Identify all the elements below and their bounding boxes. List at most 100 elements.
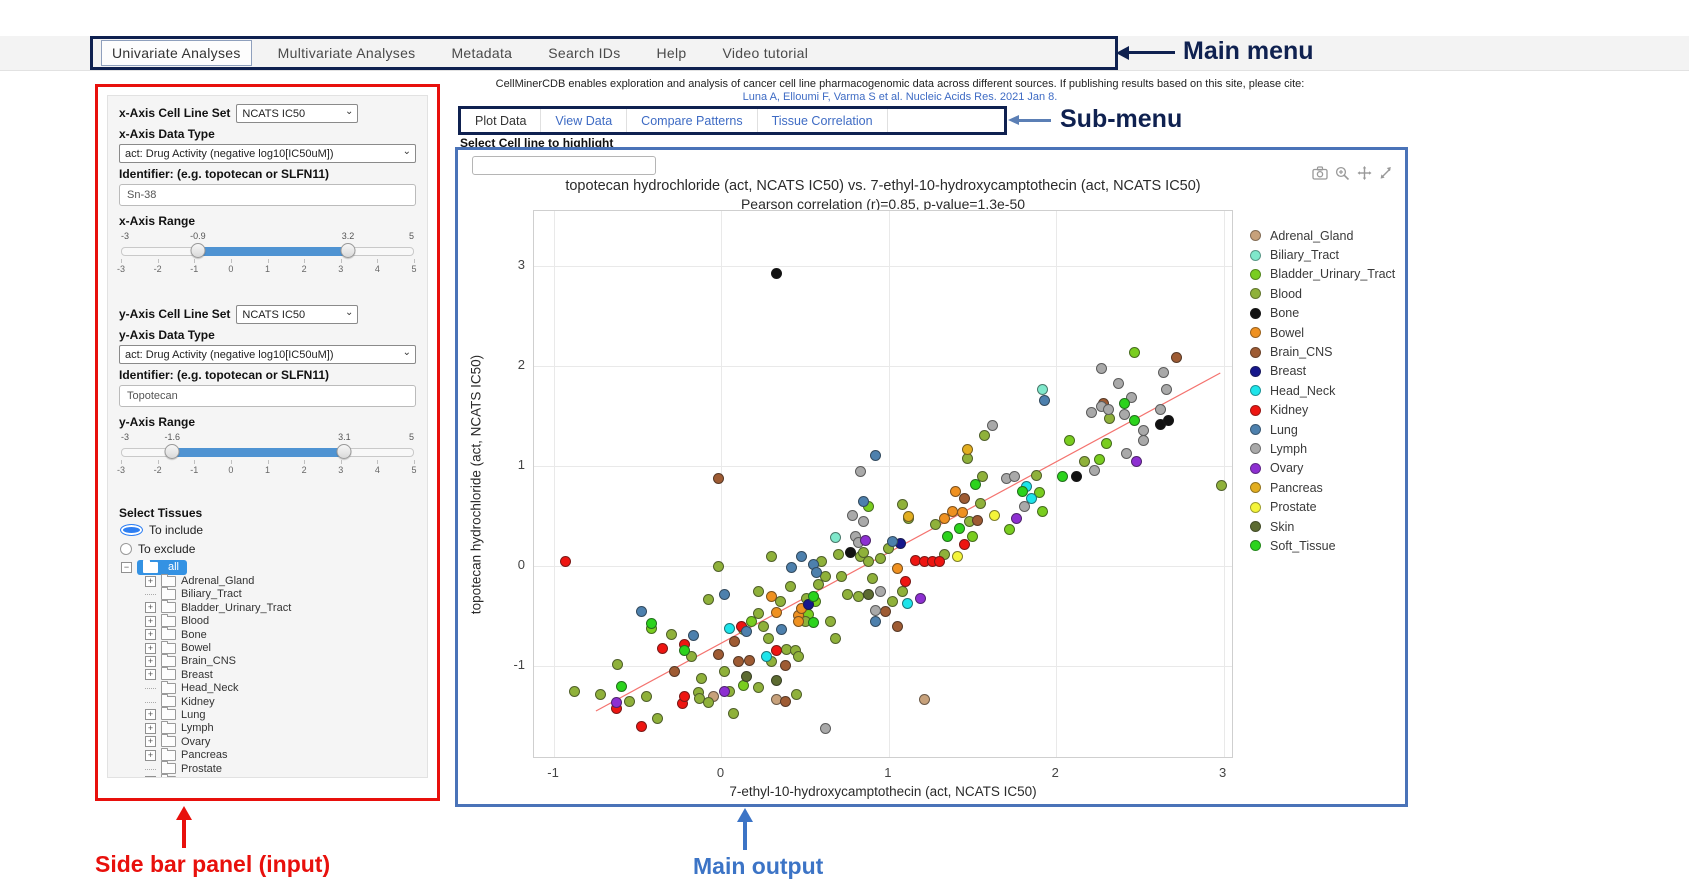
menu-item-video-tutorial[interactable]: Video tutorial bbox=[722, 45, 809, 61]
x-range-slider[interactable]: -3 5 -0.9 3.2 -3 -2 -1 0 1 2 3 4 5 bbox=[117, 231, 417, 277]
expand-icon[interactable]: + bbox=[145, 749, 156, 761]
expand-icon[interactable]: + bbox=[145, 642, 156, 654]
menu-item-metadata[interactable]: Metadata bbox=[451, 45, 513, 61]
menu-item-univariate-analyses[interactable]: Univariate Analyses bbox=[101, 40, 252, 66]
scatter-point-lung bbox=[635, 605, 647, 617]
legend-item-skin[interactable]: Skin bbox=[1250, 517, 1395, 536]
x-slider-fill[interactable] bbox=[197, 247, 349, 256]
collapse-icon[interactable]: − bbox=[121, 562, 132, 574]
legend-marker-icon bbox=[1250, 385, 1261, 397]
legend-marker-icon bbox=[1250, 443, 1261, 455]
tree-item-prostate[interactable]: Prostate bbox=[121, 761, 416, 775]
x-slider-handle-low[interactable] bbox=[190, 243, 206, 258]
legend-item-lymph[interactable]: Lymph bbox=[1250, 439, 1395, 458]
tree-item-all[interactable]: − all bbox=[121, 559, 416, 576]
legend-item-pancreas[interactable]: Pancreas bbox=[1250, 478, 1395, 497]
tree-item-bone[interactable]: + Bone bbox=[121, 627, 416, 641]
menu-item-search-ids[interactable]: Search IDs bbox=[548, 45, 621, 61]
tree-item-all-pill[interactable]: all bbox=[137, 559, 188, 576]
tree-item-head-neck[interactable]: Head_Neck bbox=[121, 680, 416, 695]
expand-icon[interactable]: + bbox=[145, 655, 156, 667]
legend-item-kidney[interactable]: Kidney bbox=[1250, 401, 1395, 420]
x-cell-line-set-select[interactable]: NCATS IC50 ⌄ bbox=[236, 104, 359, 123]
x-range-high-value: 3.2 bbox=[341, 231, 355, 241]
tree-item-ovary[interactable]: + Ovary bbox=[121, 734, 416, 748]
expand-icon[interactable]: + bbox=[145, 615, 156, 627]
scatter-plot[interactable] bbox=[533, 210, 1233, 758]
tree-item-adrenal-gland[interactable]: + Adrenal_Gland bbox=[121, 573, 416, 587]
menu-item-help[interactable]: Help bbox=[656, 45, 687, 61]
tree-item-label: Breast bbox=[181, 668, 213, 681]
legend-item-adrenal-gland[interactable]: Adrenal_Gland bbox=[1250, 226, 1395, 245]
legend-item-breast[interactable]: Breast bbox=[1250, 362, 1395, 381]
scatter-point-lymph bbox=[869, 604, 881, 616]
legend-item-biliary-tract[interactable]: Biliary_Tract bbox=[1250, 245, 1395, 264]
tree-item-biliary-tract[interactable]: Biliary_Tract bbox=[121, 586, 416, 601]
tab-compare-patterns[interactable]: Compare Patterns bbox=[627, 109, 758, 132]
tree-item-blood[interactable]: + Blood bbox=[121, 613, 416, 628]
tab-view-data[interactable]: View Data bbox=[541, 109, 628, 132]
folder-icon bbox=[161, 694, 176, 708]
pan-icon[interactable] bbox=[1357, 166, 1372, 180]
y-tick-label: -1 bbox=[513, 657, 525, 672]
tree-item-lymph[interactable]: + Lymph bbox=[121, 720, 416, 735]
tree-item-breast[interactable]: + Breast bbox=[121, 667, 416, 681]
legend-item-head-neck[interactable]: Head_Neck bbox=[1250, 381, 1395, 400]
scatter-point-blood bbox=[652, 712, 664, 724]
tree-item-kidney[interactable]: Kidney bbox=[121, 694, 416, 708]
menu-item-multivariate-analyses[interactable]: Multivariate Analyses bbox=[277, 45, 416, 61]
x-slider-handle-high[interactable] bbox=[340, 243, 356, 258]
y-slider-fill[interactable] bbox=[172, 448, 345, 457]
scatter-point-blood bbox=[640, 690, 652, 702]
legend-item-bone[interactable]: Bone bbox=[1250, 304, 1395, 323]
tissues-exclude-radio[interactable]: To exclude bbox=[120, 542, 416, 556]
x-data-type-select[interactable]: act: Drug Activity (negative log10[IC50u… bbox=[119, 144, 416, 163]
tree-item-lung[interactable]: + Lung bbox=[121, 707, 416, 721]
tab-tissue-correlation[interactable]: Tissue Correlation bbox=[758, 109, 888, 132]
expand-icon[interactable]: + bbox=[145, 722, 156, 734]
y-tick-label: 2 bbox=[517, 357, 525, 372]
expand-icon[interactable]: + bbox=[145, 709, 156, 721]
legend-item-bladder-urinary-tract[interactable]: Bladder_Urinary_Tract bbox=[1250, 265, 1395, 284]
expand-icon[interactable]: + bbox=[145, 669, 156, 681]
expand-icon[interactable]: + bbox=[145, 736, 156, 748]
expand-icon[interactable]: + bbox=[145, 776, 156, 777]
legend-item-soft-tissue[interactable]: Soft_Tissue bbox=[1250, 536, 1395, 555]
tab-plot-data[interactable]: Plot Data bbox=[461, 109, 542, 132]
expand-icon[interactable]: + bbox=[145, 602, 156, 614]
slider-tick bbox=[414, 259, 415, 263]
legend-item-brain-cns[interactable]: Brain_CNS bbox=[1250, 342, 1395, 361]
tree-item-pancreas[interactable]: + Pancreas bbox=[121, 747, 416, 761]
tree-item-skin[interactable]: + Skin bbox=[121, 774, 416, 777]
cell-line-highlight-input[interactable] bbox=[472, 156, 656, 175]
y-cell-line-set-select[interactable]: NCATS IC50 ⌄ bbox=[236, 305, 359, 324]
y-slider-handle-low[interactable] bbox=[164, 444, 180, 459]
scatter-point-pancreas bbox=[962, 443, 974, 455]
tree-item-bowel[interactable]: + Bowel bbox=[121, 640, 416, 654]
tree-item-brain-cns[interactable]: + Brain_CNS bbox=[121, 653, 416, 668]
scatter-point-skin bbox=[863, 588, 875, 600]
expand-icon[interactable]: + bbox=[145, 629, 156, 641]
legend-item-prostate[interactable]: Prostate bbox=[1250, 497, 1395, 516]
y-data-type-value: act: Drug Activity (negative log10[IC50u… bbox=[125, 348, 334, 361]
zoom-icon[interactable] bbox=[1335, 166, 1350, 180]
y-data-type-select[interactable]: act: Drug Activity (negative log10[IC50u… bbox=[119, 345, 416, 364]
x-identifier-input[interactable]: Sn-38 bbox=[119, 184, 416, 206]
y-slider-handle-high[interactable] bbox=[336, 444, 352, 459]
expand-icon[interactable] bbox=[1379, 166, 1393, 180]
camera-icon[interactable] bbox=[1312, 166, 1328, 180]
y-range-slider[interactable]: -3 5 -1.6 3.1 -3 -2 -1 0 1 2 3 4 5 bbox=[117, 432, 417, 478]
tree-item-bladder-urinary-tract[interactable]: + Bladder_Urinary_Tract bbox=[121, 600, 416, 614]
citation-link[interactable]: Luna A, Elloumi F, Varma S et al. Nuclei… bbox=[742, 91, 1058, 103]
tissues-include-radio[interactable]: To include bbox=[120, 523, 416, 537]
legend-item-lung[interactable]: Lung bbox=[1250, 420, 1395, 439]
scatter-point-kidney bbox=[900, 575, 912, 587]
expand-icon[interactable]: + bbox=[145, 575, 156, 587]
scatter-point-lymph bbox=[987, 419, 999, 431]
legend-item-bowel[interactable]: Bowel bbox=[1250, 323, 1395, 342]
y-identifier-input[interactable]: Topotecan bbox=[119, 385, 416, 407]
legend-item-ovary[interactable]: Ovary bbox=[1250, 459, 1395, 478]
scatter-point-lymph bbox=[1137, 434, 1149, 446]
scatter-point-lymph bbox=[1161, 383, 1173, 395]
legend-item-blood[interactable]: Blood bbox=[1250, 284, 1395, 303]
